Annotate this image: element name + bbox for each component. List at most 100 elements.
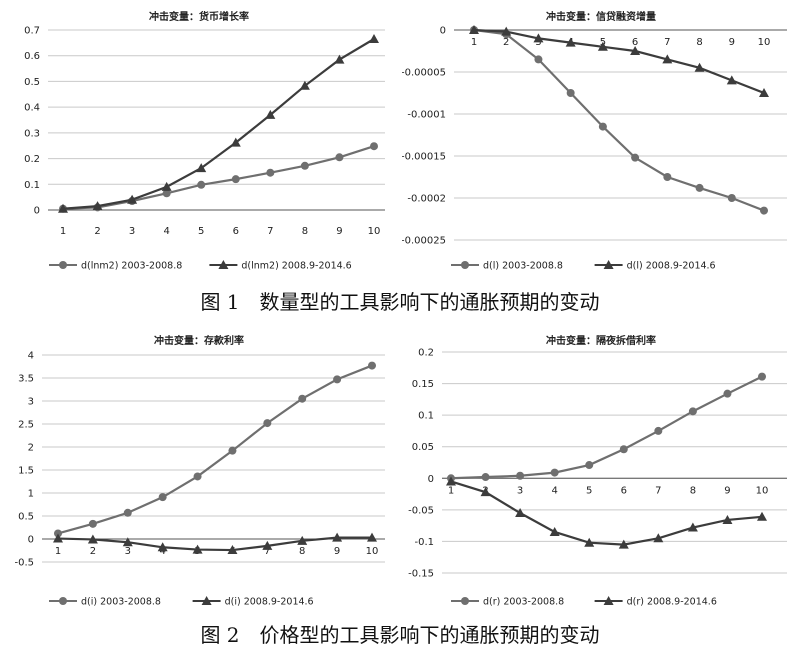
- overnight-rate-series-2-point: [446, 476, 456, 486]
- chart-overnight-rate: 冲击变量：隔夜拆借利率 -0.15 -0.1 -0.05 0 0.05 0.1 0.15 0.2…: [402, 330, 800, 614]
- money-growth-legend: d(lnm2) 2003-2008.8 d(lnm2) 2008.9-2014.6: [49, 260, 352, 272]
- overnight-rate-series-1-point: [516, 471, 525, 480]
- overnight-rate-series-1-line: [450, 375, 763, 480]
- money-growth-x-tick-label: 2: [94, 226, 100, 237]
- credit-increment-legend-label: d(l) 2008.9-2014.6: [627, 261, 716, 272]
- deposit-rate-series-1-point: [88, 519, 97, 528]
- overnight-rate-series-2-point: [549, 526, 560, 536]
- deposit-rate-x-tick-label: 4: [159, 546, 165, 557]
- overnight-rate-series-1-point: [654, 426, 663, 435]
- deposit-rate-series-1-point: [158, 493, 167, 502]
- credit-increment-series-1-point: [566, 89, 575, 97]
- credit-increment-title: 冲击变量：信贷融资增量: [546, 10, 656, 23]
- overnight-rate-series-1-point: [585, 461, 594, 470]
- money-growth-series-1-point: [370, 142, 378, 151]
- chart-overnight-rate-svg: 冲击变量：隔夜拆借利率 -0.15 -0.1 -0.05 0 0.05 0.1 0.15 0.2…: [408, 334, 787, 608]
- deposit-rate-series-2-point: [297, 535, 308, 545]
- credit-increment-y-tick-label: -0.00005: [402, 68, 446, 79]
- money-growth-legend-marker: [218, 260, 229, 269]
- deposit-rate-x-tick-label: 2: [90, 546, 96, 557]
- deposit-rate-series-2-line: [57, 536, 372, 552]
- credit-increment-series-1-point: [663, 173, 672, 181]
- credit-increment-legend-marker: [603, 260, 614, 269]
- credit-increment-series-2-line: [473, 28, 765, 95]
- credit-increment-series-2-point: [694, 62, 705, 72]
- deposit-rate-series-2-point: [87, 534, 98, 544]
- overnight-rate-x-tick-label: 8: [690, 485, 696, 496]
- money-growth-series-1-point: [335, 153, 344, 162]
- deposit-rate-series-2-point: [367, 532, 377, 542]
- money-growth-legend-marker: [59, 261, 67, 269]
- credit-increment-series-1-point: [727, 194, 736, 202]
- deposit-rate-y-tick-label: 0.5: [18, 512, 34, 523]
- money-growth-series-1-point: [300, 161, 309, 170]
- overnight-rate-x-tick-label: 9: [724, 485, 730, 496]
- overnight-rate-x-tick-label: 7: [655, 485, 661, 496]
- overnight-rate-y-tick-label: 0.05: [412, 442, 434, 453]
- credit-increment-series-1: [470, 26, 768, 215]
- overnight-rate-series-2-point: [480, 487, 491, 497]
- overnight-rate-series-1-point: [619, 445, 628, 454]
- credit-increment-legend-label: d(l) 2003-2008.8: [483, 261, 563, 272]
- deposit-rate-legend-marker: [201, 596, 212, 605]
- credit-increment-series-2-point: [726, 75, 737, 85]
- overnight-rate-x-tick-label: 4: [551, 485, 557, 496]
- overnight-rate-series-1-point: [550, 468, 559, 477]
- overnight-rate-series-2-point: [757, 511, 767, 521]
- money-growth-y-tick-label: 0.7: [24, 26, 40, 37]
- deposit-rate-y-tick-label: 4: [28, 351, 34, 362]
- overnight-rate-y-tick-label: 0.15: [412, 379, 434, 390]
- money-growth-x-tick-label: 10: [368, 226, 381, 237]
- overnight-rate-series-2: [446, 476, 767, 549]
- credit-increment-y-tick-label: -0.0001: [407, 110, 446, 121]
- overnight-rate-series-1-point: [723, 389, 732, 398]
- overnight-rate-series-1-point: [688, 407, 697, 416]
- overnight-rate-legend-label: d(r) 2008.9-2014.6: [627, 597, 717, 608]
- deposit-rate-y-tick-label: 2.5: [18, 420, 34, 431]
- overnight-rate-x-tick-label: 6: [621, 485, 627, 496]
- credit-increment-x-tick-label: 9: [729, 37, 735, 48]
- money-growth-x-tick-label: 1: [60, 226, 66, 237]
- deposit-rate-legend-marker: [59, 597, 67, 605]
- deposit-rate-legend-label: d(i) 2008.9-2014.6: [225, 597, 314, 608]
- deposit-rate-series-1-point: [298, 394, 307, 403]
- deposit-rate-title: 冲击变量：存款利率: [154, 334, 244, 347]
- overnight-rate-x-tick-label: 3: [517, 485, 523, 496]
- deposit-rate-series-2-point: [262, 540, 273, 550]
- deposit-rate-x-tick-label: 10: [366, 546, 379, 557]
- money-growth-series-2: [58, 34, 379, 213]
- deposit-rate-y-tick-label: 3: [28, 397, 34, 408]
- deposit-rate-y-tick-label: 1: [28, 489, 34, 500]
- chart-credit-increment: 冲击变量：信贷融资增量 0 -0.00005 -0.0001 -0.00015 -0.00…: [402, 0, 800, 282]
- credit-increment-series-2-point: [662, 54, 673, 64]
- credit-increment-series-2-point: [533, 33, 544, 43]
- deposit-rate-series-2-point: [122, 537, 133, 547]
- credit-increment-series-2-point: [630, 46, 641, 55]
- money-growth-y-tick-label: 0.2: [24, 154, 40, 165]
- money-growth-series-1-line: [62, 145, 375, 210]
- credit-increment-series-1-point: [534, 55, 543, 64]
- credit-increment-x-tick-label: 7: [664, 37, 670, 48]
- credit-increment-series-2-point: [469, 25, 479, 34]
- deposit-rate-series-2-point: [192, 544, 203, 554]
- credit-increment-y-tick-label: 0: [440, 26, 446, 37]
- money-growth-series-2-point: [58, 203, 68, 213]
- money-growth-y-tick-label: 0.6: [24, 51, 40, 62]
- credit-increment-series-1-point: [760, 206, 768, 215]
- overnight-rate-series-2-point: [584, 537, 595, 547]
- overnight-rate-legend-marker: [603, 596, 614, 605]
- overnight-rate-y-tick-label: -0.15: [408, 569, 434, 580]
- money-growth-series-1: [59, 142, 378, 213]
- money-growth-series-1-point: [266, 168, 275, 177]
- money-growth-x-tick-label: 4: [163, 226, 169, 237]
- money-growth-legend-label: d(lnm2) 2003-2008.8: [81, 261, 182, 272]
- deposit-rate-series-2-point: [157, 542, 168, 552]
- figure-2: 冲击变量：存款利率 -0.5 0 0.5 1 1.5 2 2.5 3 3.5 4 1 2 3 4 5 6 7 8 9 1…: [0, 330, 800, 653]
- money-growth-series-2-line: [62, 38, 375, 210]
- chart-credit-increment-svg: 冲击变量：信贷融资增量 0 -0.00005 -0.0001 -0.00015 -0.00…: [402, 10, 787, 272]
- credit-increment-y-tick-label: -0.00025: [402, 236, 446, 247]
- overnight-rate-series-2-point: [722, 514, 733, 524]
- chart-money-growth: 冲击变量：货币增长率 0 0.1 0.2 0.3 0.4 0.5 0.6 0.7 1 2 3 4 5 6 7 8…: [0, 0, 398, 282]
- deposit-rate-x-tick-label: 3: [125, 546, 131, 557]
- money-growth-y-tick-label: 0.5: [24, 77, 40, 88]
